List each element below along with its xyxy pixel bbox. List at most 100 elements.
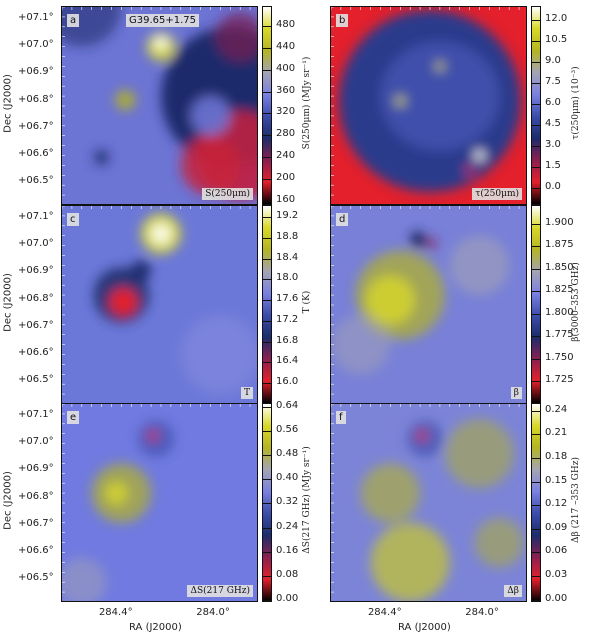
colorbar-tick-label: 0.24 [545, 403, 568, 415]
dec-tick-label: +06.6° [18, 544, 54, 556]
heatmap-region [190, 96, 231, 136]
heatmap-region [474, 517, 525, 568]
colorbar-tick-label: 0.12 [545, 498, 568, 510]
colorbar-tick-label: 1.5 [545, 160, 561, 172]
colorbar-tick-label: 9.0 [545, 55, 561, 67]
heatmap-panel-a: a G39.65+1.75 S(250μm) [61, 6, 258, 205]
colorbar-tick-label: 19.2 [276, 209, 299, 221]
heatmap-region [131, 260, 152, 281]
heatmap-region [180, 135, 241, 196]
colorbar-tick-label: 3.0 [545, 139, 561, 151]
colorbar-tick-label: 1.800 [545, 306, 574, 318]
colorbar [262, 205, 272, 404]
colorbar-tick-label: 1.825 [545, 284, 574, 296]
colorbar-tick-label: 0.40 [276, 472, 299, 484]
panel-title: G39.65+1.75 [126, 14, 200, 27]
colorbar-tick-label: 200 [276, 172, 296, 184]
heatmap-image [331, 404, 526, 601]
colorbar-tick [531, 83, 541, 85]
colorbar-tick-label: 18.4 [276, 251, 299, 263]
colorbar-tick-label: 160 [276, 194, 296, 206]
dec-tick-label: +06.6° [18, 346, 54, 358]
quantity-label: ΔS(217 GHz) [187, 585, 253, 597]
colorbar-tick-label: 320 [276, 106, 296, 118]
colorbar-tick [262, 406, 272, 408]
colorbar-tick [531, 576, 541, 578]
colorbar-tick-label: 6.0 [545, 97, 561, 109]
dec-tick-label: +06.9° [18, 265, 54, 277]
colorbar-tick [531, 552, 541, 554]
colorbar-tick-label: 0.32 [276, 496, 299, 508]
colorbar-tick-label: 1.750 [545, 351, 574, 363]
panel-letter: d [336, 213, 349, 226]
colorbar-tick [531, 434, 541, 436]
dec-tick-label: +06.5° [18, 374, 54, 386]
colorbar-label: τ(250μm) (10⁻³) [571, 66, 581, 140]
heatmap-region [449, 235, 510, 296]
heatmap-region [414, 235, 423, 244]
heatmap-region [435, 62, 444, 71]
heatmap-panel-f: f Δβ [330, 403, 527, 602]
colorbar-tick [262, 258, 272, 260]
heatmap-image [331, 7, 526, 204]
colorbar-tick [531, 336, 541, 338]
colorbar-tick-label: 0.08 [276, 568, 299, 580]
colorbar [262, 6, 272, 205]
colorbar-tick-label: 0.18 [545, 451, 568, 463]
colorbar-tick [262, 455, 272, 457]
colorbar-tick [262, 179, 272, 181]
colorbar-tick [262, 575, 272, 577]
colorbar-tick-label: 480 [276, 18, 296, 30]
colorbar-tick [531, 268, 541, 270]
colorbar-tick [531, 358, 541, 360]
colorbar-tick-label: 0.56 [276, 424, 299, 436]
colorbar-tick [262, 91, 272, 93]
colorbar-tick [262, 320, 272, 322]
panel-letter: c [67, 213, 79, 226]
quantity-label: T [240, 387, 253, 399]
dec-tick-label: +07.1° [18, 409, 54, 421]
colorbar-tick-label: 400 [276, 62, 296, 74]
colorbar-tick-label: 16.4 [276, 355, 299, 367]
colorbar [531, 403, 541, 602]
ra-tick-label: 284.0° [196, 607, 230, 618]
heatmap-region [180, 314, 257, 395]
colorbar-tick-label: 10.5 [545, 34, 568, 46]
colorbar-tick [262, 279, 272, 281]
colorbar-tick-label: 1.900 [545, 216, 574, 228]
quantity-label: S(250μm) [202, 188, 253, 200]
heatmap-region [331, 314, 391, 375]
panel-letter: b [336, 14, 349, 27]
colorbar-tick-label: 1.725 [545, 374, 574, 386]
colorbar-tick [262, 431, 272, 433]
quantity-label: τ(250μm) [472, 188, 522, 200]
colorbar-tick [262, 383, 272, 385]
colorbar-tick [531, 381, 541, 383]
colorbar-tick-label: 16.0 [276, 376, 299, 388]
colorbar-tick-label: 12.0 [545, 13, 568, 24]
panel-letter: f [336, 411, 346, 424]
ra-tick-label: 284.4° [98, 607, 133, 618]
colorbar-tick [262, 216, 272, 218]
colorbar-tick-label: 17.6 [276, 293, 299, 305]
y-axis-label: Dec (J2000) [2, 273, 14, 332]
dec-tick-label: +06.8° [18, 490, 54, 502]
x-axis-label: RA (J2000) [398, 622, 451, 633]
colorbar-tick-label: 7.5 [545, 76, 561, 88]
colorbar-tick-label: 0.0 [545, 181, 561, 193]
colorbar-tick-label: 0.48 [276, 448, 299, 460]
heatmap-region [444, 418, 515, 489]
dec-tick-label: +07.0° [18, 39, 54, 51]
dec-tick-label: +06.8° [18, 292, 54, 304]
colorbar-tick-label: 4.5 [545, 118, 561, 130]
colorbar-tick-label: 1.875 [545, 239, 574, 251]
colorbar-tick [531, 410, 541, 412]
colorbar-tick [531, 41, 541, 43]
colorbar-tick [531, 223, 541, 225]
heatmap-image [62, 206, 257, 403]
colorbar-tick [262, 341, 272, 343]
ra-tick-label: 284.4° [367, 607, 402, 618]
colorbar-tick [531, 246, 541, 248]
heatmap-region [155, 36, 167, 49]
